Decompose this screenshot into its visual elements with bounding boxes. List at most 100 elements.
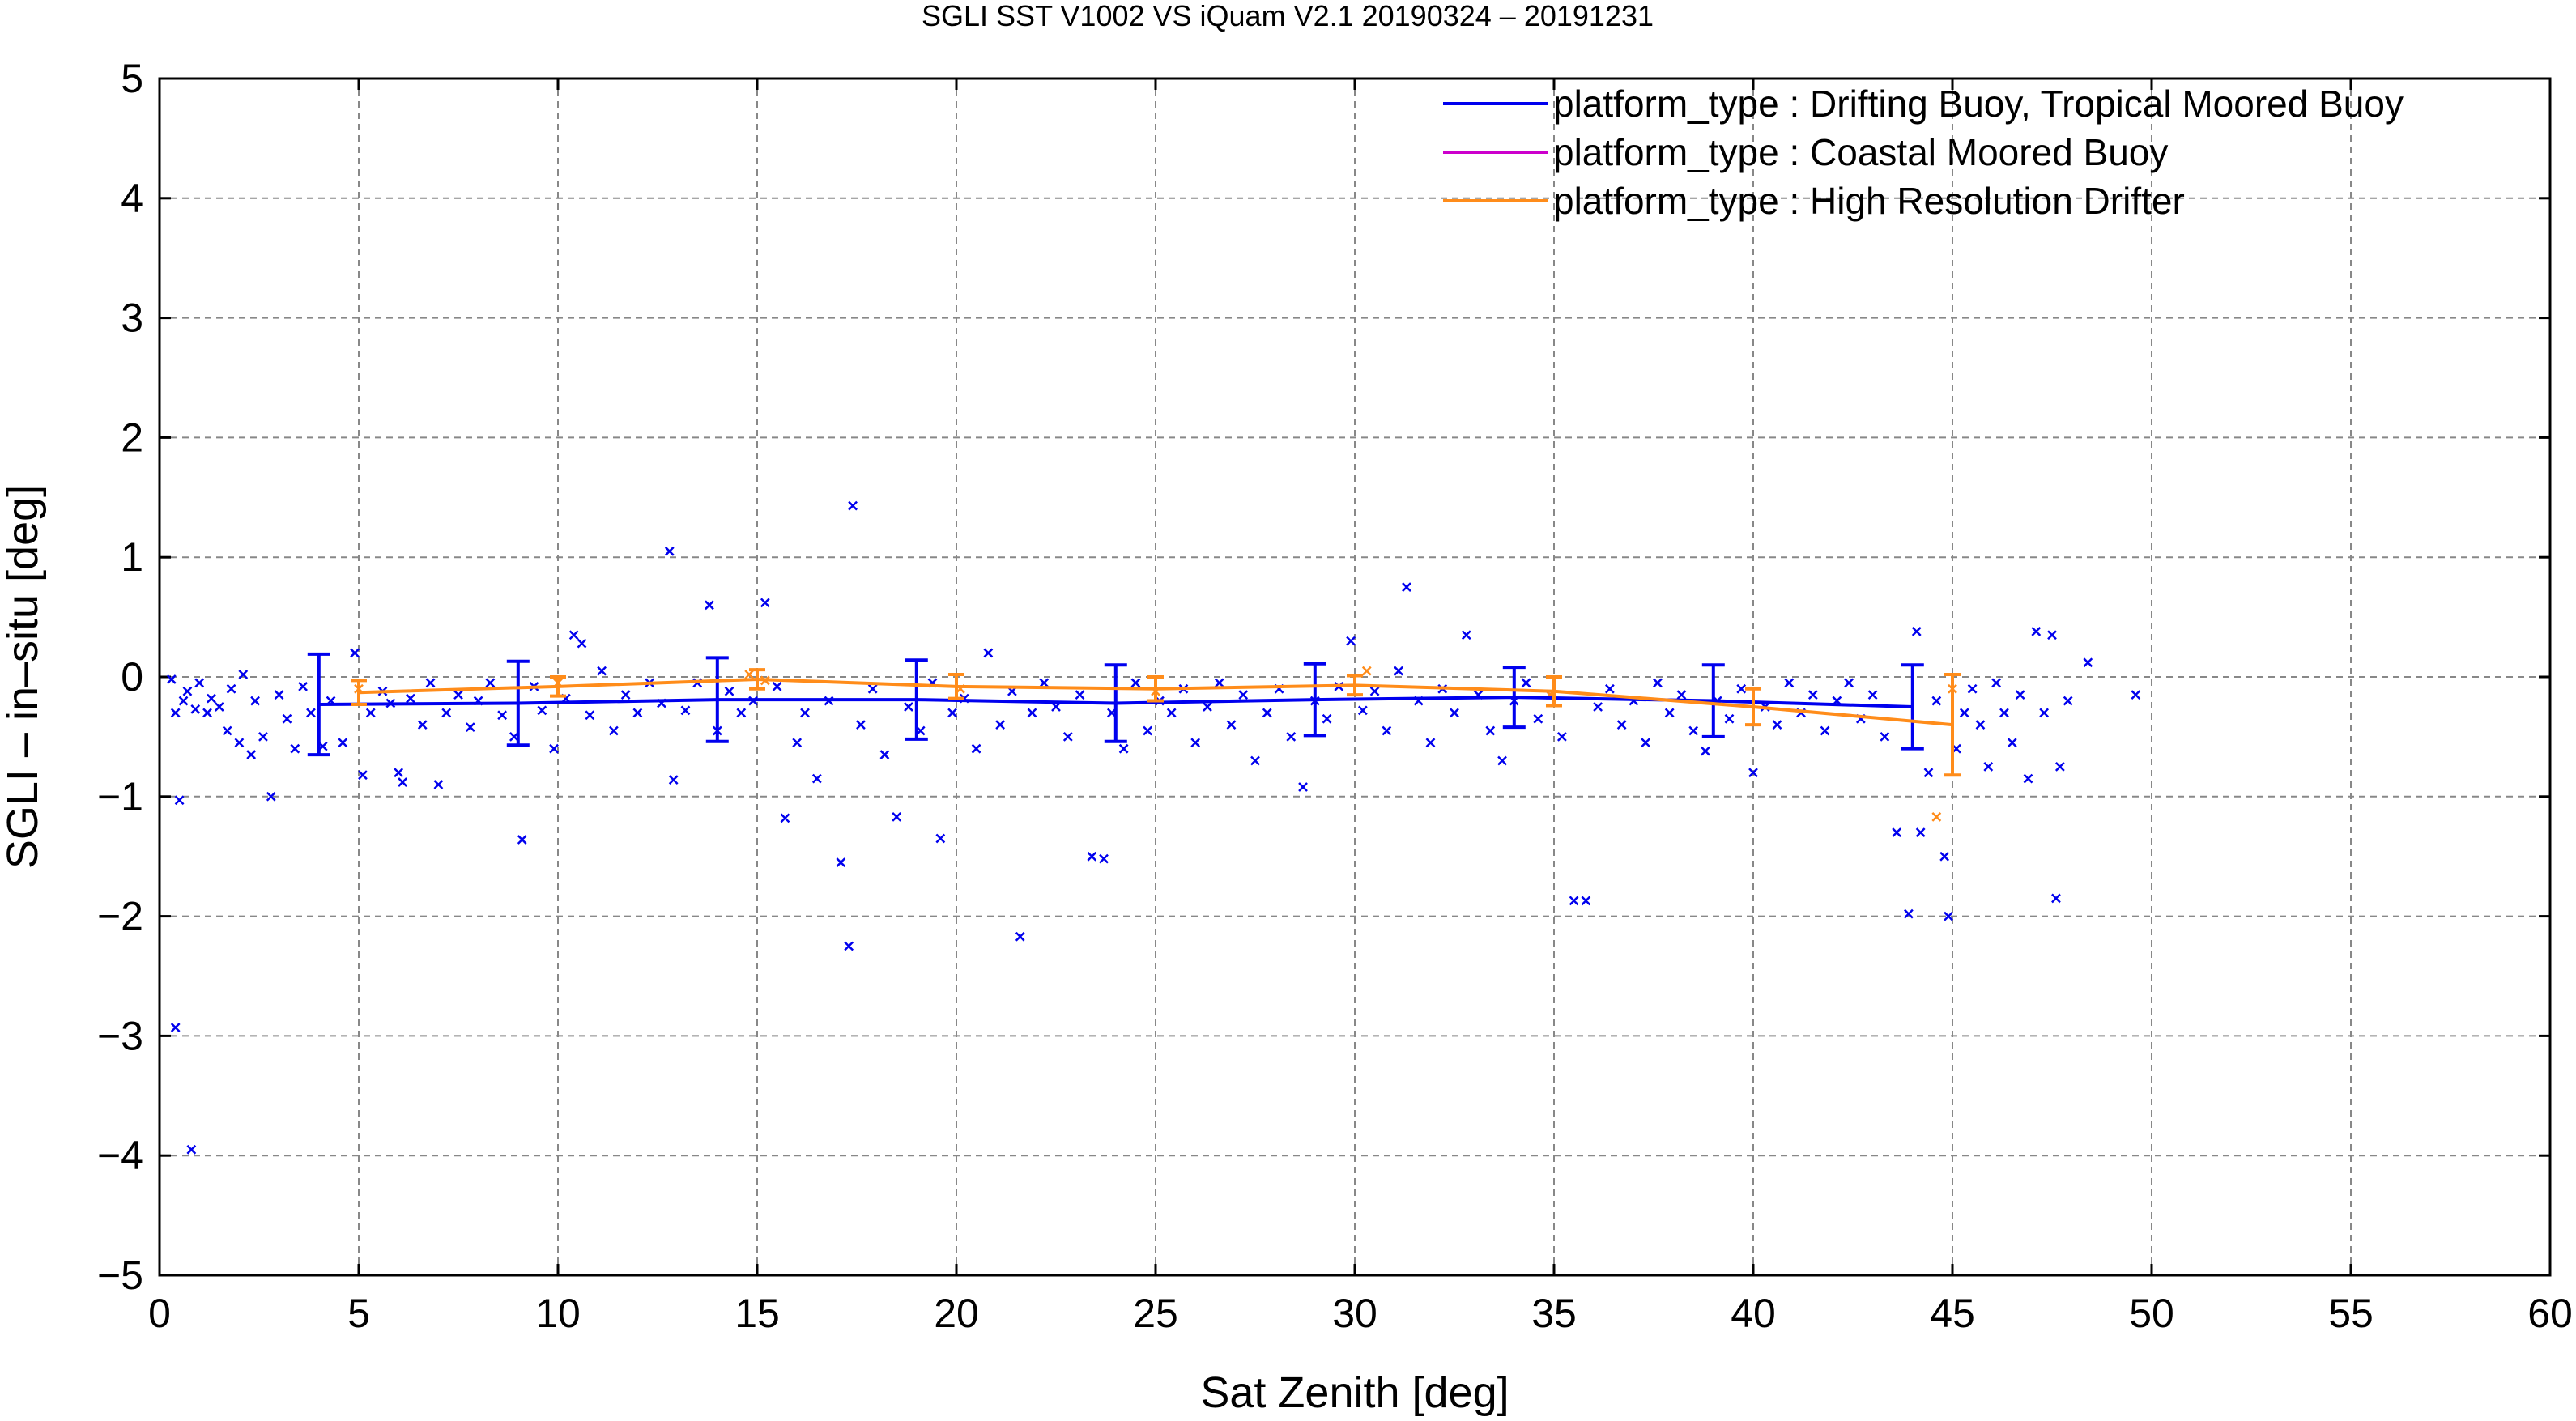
data-point [1593,702,1603,712]
data-point [1911,626,1922,636]
y-axis-label: SGLI – in–situ [deg] [0,485,47,869]
data-point [867,683,878,694]
data-point [2131,690,2141,700]
data-point [1653,678,1663,688]
data-point [1203,702,1212,712]
data-point [1250,755,1260,766]
data-point [1361,666,1372,676]
data-point [1880,732,1890,742]
data-point [549,743,559,754]
data-point [1190,738,1201,748]
axis-ticks [158,77,2552,1277]
data-point [190,704,201,714]
data-point [1807,690,1818,700]
data-point [417,720,428,730]
data-point [1099,853,1109,864]
data-point [1664,708,1675,718]
data-point [1939,851,1950,862]
error-bar [1502,666,1526,730]
error-bar [1901,663,1924,751]
data-point [1394,666,1404,676]
data-point [680,705,691,716]
data-point [1867,690,1878,700]
data-point [1967,683,1978,694]
y-tick-label: 3 [121,296,143,341]
data-point [365,708,376,718]
x-tick-label: 0 [148,1291,171,1336]
data-point [1226,720,1237,730]
data-point [433,780,444,789]
error-bar [749,668,765,691]
error-bar [905,658,928,741]
data-point [2083,657,2093,668]
data-point [1975,720,1986,730]
data-point [1931,696,1942,706]
data-point [1748,768,1758,778]
data-point [2063,696,2073,706]
data-point [1357,705,1368,716]
data-point [406,693,415,704]
y-tick-label: −3 [97,1013,143,1058]
data-point [744,670,755,679]
legend-item: platform_type : Coastal Moored Buoy [1443,131,2168,173]
y-tick-labels: −5 −4 −3 −2 −1 0 1 2 3 4 5 [97,56,143,1298]
data-point [266,791,276,802]
data-point [1087,851,1097,862]
data-point [800,708,810,718]
data-point [1039,678,1050,688]
x-tick-label: 35 [1531,1291,1577,1336]
data-point [170,708,181,718]
data-point [1262,708,1272,718]
error-bar [550,675,566,698]
data-point [1923,768,1934,778]
data-point [170,1023,181,1032]
data-point [632,708,643,718]
legend-label: platform_type : Drifting Buoy, Tropical … [1553,83,2404,125]
data-point [1676,690,1687,700]
data-point [792,738,803,748]
data-point [246,750,257,759]
error-bar [948,673,964,700]
data-point [238,670,249,679]
data-point [178,696,189,706]
error-bar [1546,675,1562,708]
data-point [1214,678,1224,688]
data-point [290,743,300,754]
y-tick-label: 4 [121,176,143,221]
data-point [282,713,292,724]
data-point [2051,893,2061,904]
data-point [2007,738,2017,748]
legend-item: platform_type : High Resolution Drifter [1443,180,2185,222]
data-point [394,768,404,778]
data-point [1844,678,1854,688]
data-point [597,666,607,676]
data-point [182,686,193,696]
x-tick-labels: 0 5 10 15 20 25 30 35 40 45 50 55 60 [148,1291,2573,1336]
legend-label: platform_type : Coastal Moored Buoy [1553,131,2168,173]
data-point [904,702,913,712]
error-bar [1347,674,1363,697]
x-tick-label: 15 [734,1291,780,1336]
x-axis-label: Sat Zenith [deg] [1200,1368,1509,1417]
data-points [166,500,2141,1155]
data-point [1903,908,1914,919]
data-point [1450,708,1459,718]
data-point [1983,761,1994,772]
data-point [608,725,619,736]
data-point [234,738,245,748]
error-bar [1303,662,1326,738]
error-bar [307,652,330,757]
data-point [848,500,858,511]
data-point [350,648,360,658]
data-point [1402,582,1411,593]
y-tick-label: −2 [97,894,143,939]
data-point [668,775,679,785]
data-point [1130,678,1141,688]
data-point [1521,678,1531,688]
x-tick-label: 25 [1133,1291,1178,1336]
data-point [947,708,957,718]
data-point [1556,732,1567,742]
mean-lines [307,652,1961,777]
data-point [1425,738,1436,748]
data-point [1604,683,1615,694]
